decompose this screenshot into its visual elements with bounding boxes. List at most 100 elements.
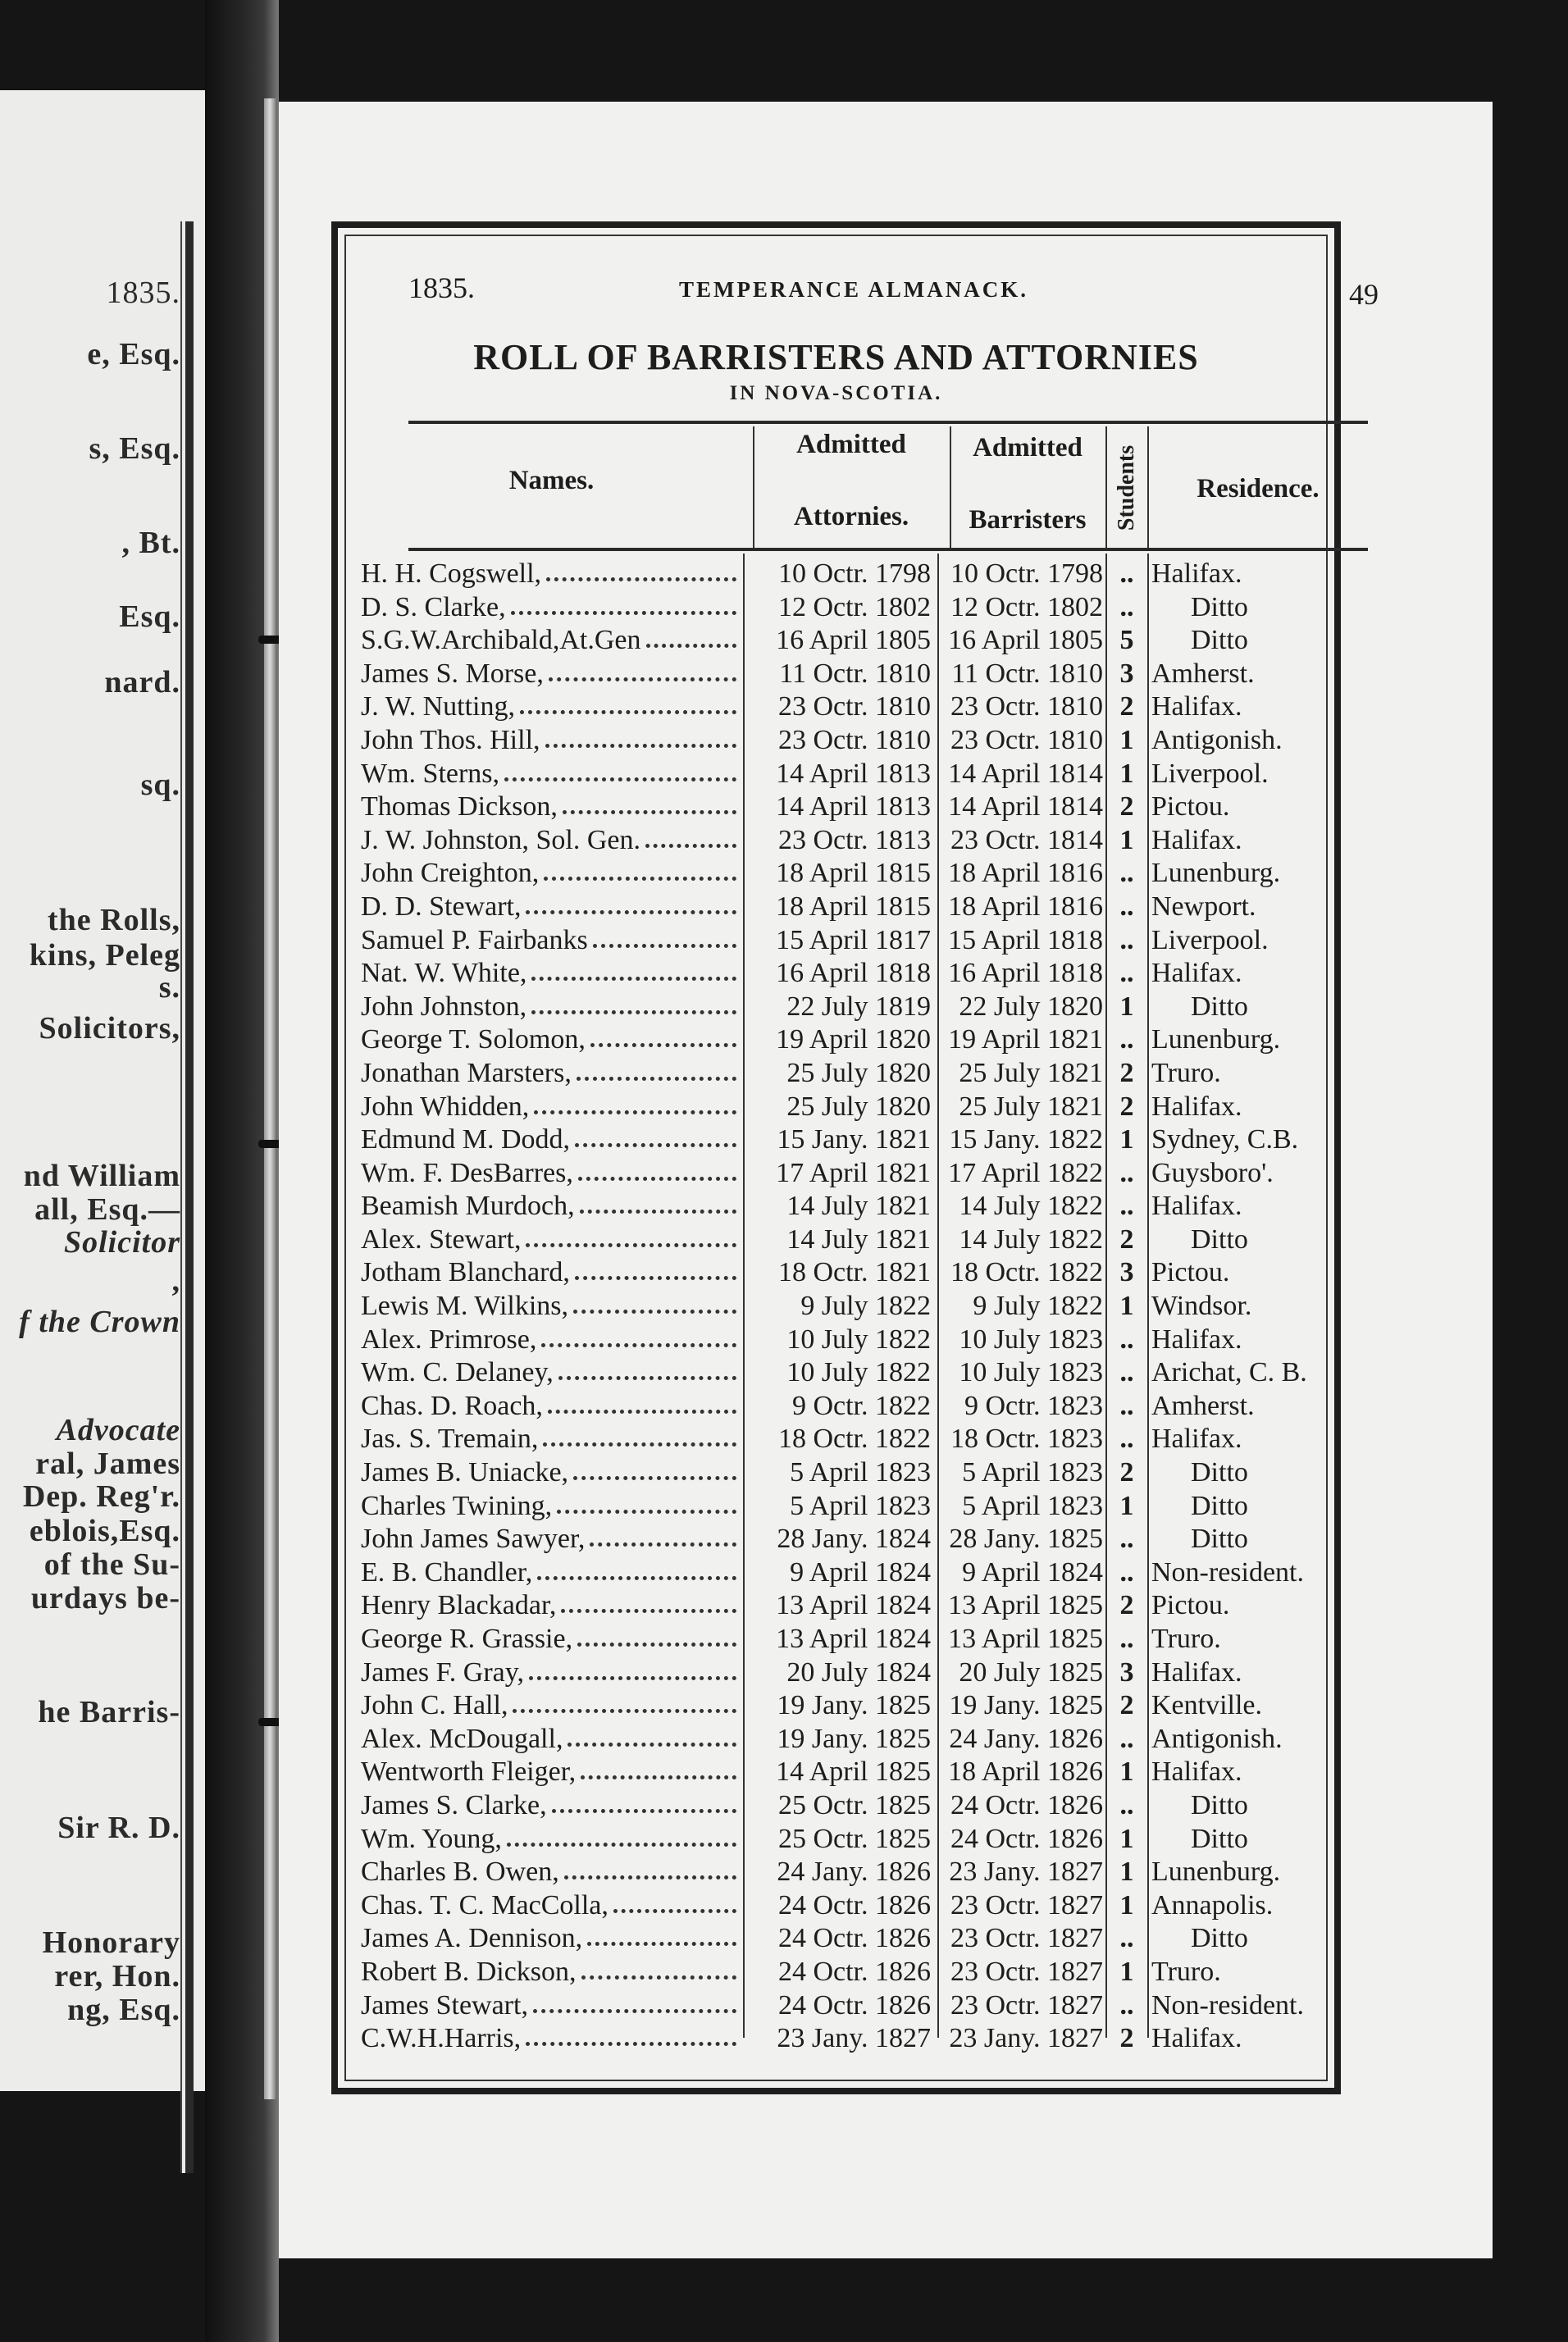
admitted-barrister-cell: 24 Jany. 1826 xyxy=(949,1723,1103,1754)
left-page-text-line: sq. xyxy=(140,768,180,802)
residence-cell: Halifax. xyxy=(1151,691,1242,722)
left-page-border xyxy=(0,221,194,2173)
dot-leader xyxy=(592,924,736,948)
dot-leader xyxy=(613,1889,736,1913)
left-page-text-line: Sir R. D. xyxy=(57,1811,180,1845)
residence-cell: Truro. xyxy=(1151,1956,1221,1987)
residence-cell: Amherst. xyxy=(1151,658,1255,689)
left-page-text-line: ng, Esq. xyxy=(67,1993,180,2027)
students-cell: .. xyxy=(1119,1191,1134,1222)
dot-leader xyxy=(547,1390,736,1414)
admitted-barrister-cell: 16 April 1818 xyxy=(948,958,1103,989)
admitted-attorney-cell: 5 April 1823 xyxy=(790,1490,931,1521)
left-page-text-line: Esq. xyxy=(119,599,180,634)
students-cell: .. xyxy=(1119,1624,1134,1654)
admitted-attorney-cell: 25 July 1820 xyxy=(786,1091,931,1122)
admitted-attorney-cell: 18 Octr. 1821 xyxy=(777,1257,931,1288)
students-cell: 1 xyxy=(1119,824,1134,855)
dot-leader xyxy=(576,1057,736,1081)
admitted-attorney-cell: 19 Jany. 1825 xyxy=(777,1723,931,1754)
admitted-barrister-cell: 12 Octr. 1802 xyxy=(950,591,1103,622)
admitted-barrister-cell: 25 July 1821 xyxy=(959,1057,1103,1088)
residence-cell: Newport. xyxy=(1151,891,1256,922)
students-cell: 1 xyxy=(1119,1490,1134,1521)
table-row: Alex. Stewart, 14 July 1821 14 July 1822 2 D… xyxy=(361,1223,1361,1257)
dot-leader xyxy=(587,1922,736,1947)
dot-leader xyxy=(531,957,736,982)
residence-cell: Halifax. xyxy=(1151,1324,1242,1355)
students-cell: 2 xyxy=(1119,1590,1134,1621)
residence-cell: Halifax. xyxy=(1151,1424,1242,1455)
name-cell: Charles B. Owen, xyxy=(361,1856,740,1889)
dot-leader xyxy=(575,1123,736,1148)
col-header-names: Names. xyxy=(508,466,595,495)
students-cell: .. xyxy=(1119,958,1134,989)
admitted-attorney-cell: 24 Octr. 1826 xyxy=(777,1989,931,2021)
admitted-barrister-cell: 18 Octr. 1822 xyxy=(950,1257,1103,1288)
binding-thread xyxy=(258,636,291,644)
left-page-text-line: 1835. xyxy=(106,276,180,310)
students-cell: 1 xyxy=(1119,991,1134,1022)
students-cell: .. xyxy=(1119,858,1134,889)
admitted-barrister-cell: 23 Jany. 1827 xyxy=(949,2023,1103,2054)
right-page xyxy=(279,102,1493,2258)
residence-cell: Pictou. xyxy=(1151,791,1230,822)
residence-cell: Guysboro'. xyxy=(1151,1157,1274,1188)
admitted-attorney-cell: 25 Octr. 1825 xyxy=(777,1789,931,1820)
name-cell: Alex. Primrose, xyxy=(361,1324,740,1356)
students-cell: 1 xyxy=(1119,1291,1134,1322)
students-cell: .. xyxy=(1119,558,1134,589)
table-row: E. B. Chandler, 9 April 1824 9 April 1824.… xyxy=(361,1556,1361,1590)
binding-thread xyxy=(258,1140,291,1148)
students-cell: 3 xyxy=(1119,658,1134,689)
residence-cell: Amherst. xyxy=(1151,1390,1255,1421)
name-cell: Robert B. Dickson, xyxy=(361,1956,740,1989)
admitted-attorney-cell: 17 April 1821 xyxy=(776,1157,931,1188)
name-cell: J. W. Johnston, Sol. Gen. xyxy=(361,824,740,857)
admitted-barrister-cell: 22 July 1820 xyxy=(959,991,1103,1022)
admitted-attorney-cell: 5 April 1823 xyxy=(790,1457,931,1488)
residence-cell: Halifax. xyxy=(1151,1756,1242,1788)
admitted-barrister-cell: 15 Jany. 1822 xyxy=(949,1124,1103,1155)
residence-cell: Ditto xyxy=(1191,1490,1248,1521)
divider xyxy=(753,426,754,549)
residence-cell: Annapolis. xyxy=(1151,1889,1274,1921)
residence-cell: Non-resident. xyxy=(1151,1989,1305,2021)
dot-leader xyxy=(562,791,736,815)
admitted-barrister-cell: 9 Octr. 1823 xyxy=(964,1390,1103,1421)
col-header-barristers: Admitted Barristers xyxy=(969,433,1087,535)
admitted-barrister-cell: 18 April 1816 xyxy=(948,891,1103,922)
students-cell: .. xyxy=(1119,1789,1134,1820)
table-row: James Stewart, 24 Octr. 1826 23 Octr. 1827… xyxy=(361,1989,1361,2023)
admitted-attorney-cell: 18 Octr. 1822 xyxy=(777,1424,931,1455)
students-cell: .. xyxy=(1119,591,1134,622)
table-row: Alex. McDougall, 19 Jany. 1825 24 Jany. 18… xyxy=(361,1723,1361,1756)
name-cell: George T. Solomon, xyxy=(361,1023,740,1056)
name-cell: James F. Gray, xyxy=(361,1656,740,1689)
dot-leader xyxy=(645,624,736,649)
dot-leader xyxy=(506,1823,736,1847)
students-cell: 2 xyxy=(1119,691,1134,722)
admitted-barrister-cell: 23 Octr. 1810 xyxy=(950,724,1103,755)
dot-leader xyxy=(577,1157,736,1181)
residence-cell: Arichat, C. B. xyxy=(1151,1357,1307,1388)
residence-cell: Truro. xyxy=(1151,1057,1221,1088)
admitted-barrister-cell: 19 Jany. 1825 xyxy=(949,1690,1103,1721)
left-page-text-line: Dep. Reg'r. xyxy=(22,1479,180,1514)
table-row: H. H. Cogswell, 10 Octr. 1798 10 Octr. 179… xyxy=(361,558,1361,591)
name-cell: John James Sawyer, xyxy=(361,1523,740,1556)
name-cell: James B. Uniacke, xyxy=(361,1456,740,1489)
binding-spine xyxy=(264,98,276,2099)
residence-cell: Ditto xyxy=(1191,1789,1248,1820)
students-cell: .. xyxy=(1119,1157,1134,1188)
admitted-attorney-cell: 19 Jany. 1825 xyxy=(777,1690,931,1721)
col-header-students: Students xyxy=(1114,444,1139,531)
admitted-barrister-cell: 10 Octr. 1798 xyxy=(950,558,1103,589)
admitted-barrister-cell: 28 Jany. 1825 xyxy=(949,1524,1103,1555)
admitted-attorney-cell: 12 Octr. 1802 xyxy=(777,591,931,622)
dot-leader xyxy=(558,1356,736,1381)
admitted-barrister-cell: 14 April 1814 xyxy=(948,791,1103,822)
admitted-attorney-cell: 14 July 1821 xyxy=(786,1191,931,1222)
table-row: C.W.H.Harris, 23 Jany. 1827 23 Jany. 1827 2… xyxy=(361,2022,1361,2056)
name-cell: H. H. Cogswell, xyxy=(361,558,740,590)
